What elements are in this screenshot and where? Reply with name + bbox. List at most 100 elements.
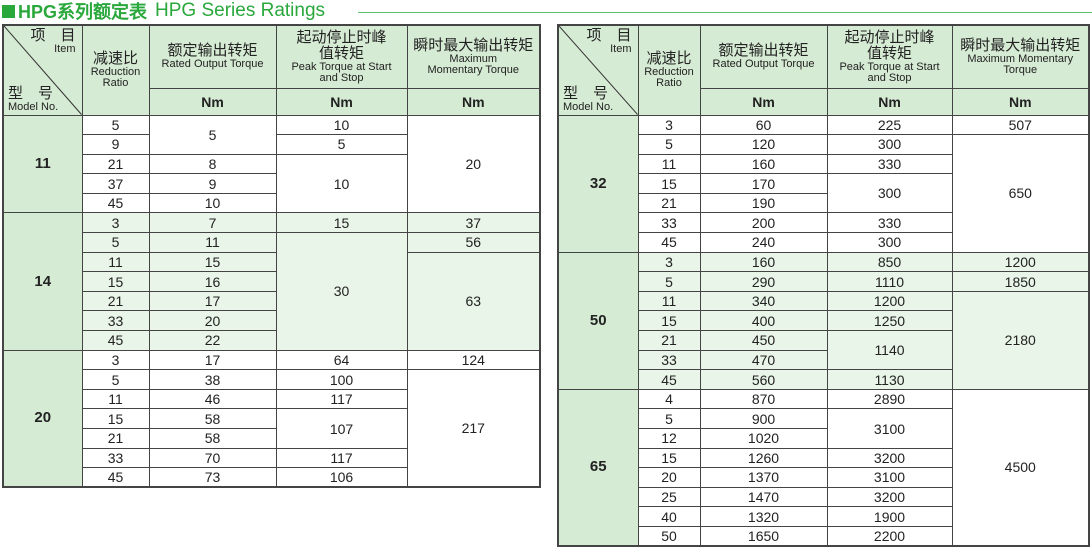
peak-torque-cell: 330 [826, 212, 953, 234]
rated-torque-cell: 560 [699, 369, 828, 390]
ratio-cell: 11 [637, 290, 701, 312]
rated-torque-cell: 15 [148, 251, 277, 273]
table-row: 15 1260 3200 [558, 447, 1089, 469]
ratings-table-1: 项 目 Item 型 号 Model No. 减速比 Reduction Ratio … [2, 24, 541, 489]
table-row: 11 160 330 [558, 153, 1089, 175]
table-row: 15 400 1250 [558, 310, 1089, 332]
peak-torque-cell: 1130 [826, 369, 953, 390]
title-en: HPG Series Ratings [155, 0, 326, 21]
table-row: 37 9 [3, 173, 540, 194]
ratio-cell: 45 [81, 192, 150, 214]
peak-torque-cell: 117 [275, 388, 408, 410]
rated-unit: Nm [699, 87, 828, 116]
ratio-cell: 33 [637, 212, 701, 234]
rated-torque-cell: 60 [699, 114, 828, 136]
table-row: 65 4 870 2890 4500 [557, 388, 1090, 547]
model-cn: 型 号 [8, 84, 54, 102]
table-row: 5 38 100 217 [3, 369, 541, 488]
table-row: 20 3 17 64 124 [2, 349, 541, 488]
rated-torque-cell: 1020 [699, 428, 828, 449]
peak-torque-cell: 330 [826, 153, 953, 175]
rated-torque-cell: 470 [699, 349, 828, 371]
ratings-table-2: 项 目 Item 型 号 Model No. 减速比 Reduction Ratio … [557, 24, 1090, 547]
table-row: 21 17 [3, 290, 540, 312]
max-torque-cell: 1850 [951, 271, 1090, 292]
table-row: 15 170 300 [558, 173, 1089, 214]
table-row: 20 1370 3100 [558, 467, 1089, 488]
rated-torque-cell: 5 [148, 114, 277, 155]
rated-torque-cell: 10 [148, 192, 277, 214]
peak-torque-cell: 100 [275, 369, 408, 390]
ratio-cell: 37 [81, 173, 150, 194]
rated-torque-cell: 9 [148, 173, 277, 194]
table-row: 21 450 1140 [558, 330, 1089, 371]
peak-torque-cell: 850 [826, 251, 953, 273]
ratio-cell: 21 [637, 192, 701, 214]
table-row: 11 5 5 10 20 [2, 114, 541, 214]
table-row: 11 340 1200 2180 [558, 290, 1090, 390]
rated-torque-cell: 190 [699, 192, 828, 214]
title-cn: HPG系列额定表 [18, 2, 148, 22]
item-en: Item [610, 43, 632, 55]
item-model-header: 项 目 Item 型 号 Model No. [557, 24, 639, 116]
model-cell: 11 [2, 114, 83, 214]
diagonal-line [559, 26, 638, 115]
ratio-cell: 15 [637, 447, 701, 469]
ratio-cell: 33 [637, 349, 701, 371]
model-cn: 型 号 [563, 84, 609, 102]
peak-torque-cell: 117 [275, 447, 408, 469]
ratio-cell: 12 [637, 428, 701, 449]
max-unit: Nm [951, 87, 1090, 116]
rated-torque-cell: 870 [699, 388, 828, 410]
rated-torque-cell: 160 [699, 251, 828, 273]
rated-torque-cell: 38 [148, 369, 277, 390]
max-torque-cell: 4500 [951, 388, 1090, 547]
max-torque-cell: 20 [406, 114, 541, 214]
rated-header: 额定输出转矩 Rated Output Torque [699, 24, 828, 89]
rated-torque-cell: 200 [699, 212, 828, 234]
ratio-cell: 45 [637, 232, 701, 253]
rated-torque-cell: 46 [148, 388, 277, 410]
ratio-cell: 3 [81, 349, 150, 371]
table-row: 5 290 1110 1850 [558, 271, 1090, 292]
ratio-cell: 50 [637, 525, 701, 547]
peak-torque-cell: 1200 [826, 290, 953, 312]
max-torque-cell: 507 [951, 114, 1090, 136]
ratio-cell: 5 [81, 114, 150, 136]
rated-torque-cell: 400 [699, 310, 828, 332]
ratio-cell: 15 [81, 408, 150, 429]
max-header: 瞬时最大输出转矩 Maximum Momentary Torque [951, 24, 1090, 89]
ratio-cell: 15 [637, 310, 701, 332]
peak-torque-cell: 1900 [826, 506, 953, 527]
table-row: 12 1020 [558, 428, 1089, 449]
max-torque-cell: 63 [406, 251, 541, 351]
ratio-cell: 15 [637, 173, 701, 194]
rated-torque-cell: 120 [699, 134, 828, 155]
rated-torque-cell: 73 [148, 467, 277, 488]
ratio-cell: 21 [81, 428, 150, 449]
table-row: 45 22 [3, 330, 540, 351]
rated-unit: Nm [148, 87, 277, 116]
rated-torque-cell: 1650 [699, 525, 828, 547]
ratio-cell: 25 [637, 486, 701, 508]
section-title: HPG系列额定表 HPG Series Ratings [2, 0, 326, 22]
table-row: 50 3 160 850 1200 [557, 251, 1090, 390]
ratio-cell: 5 [637, 134, 701, 155]
peak-torque-cell: 64 [275, 349, 408, 371]
peak-torque-cell: 300 [826, 134, 953, 155]
table-row: 21 58 [3, 428, 540, 449]
max-torque-cell: 37 [406, 212, 541, 234]
max-torque-cell: 1200 [951, 251, 1090, 273]
table-row: 45 73 106 [3, 467, 540, 488]
ratio-cell: 11 [81, 388, 150, 410]
ratio-cell: 33 [81, 447, 150, 469]
ratio-cell: 3 [637, 114, 701, 136]
table-row: 15 16 [3, 271, 540, 292]
ratio-cell: 45 [81, 330, 150, 351]
ratio-cell: 45 [81, 467, 150, 488]
max-unit: Nm [406, 87, 541, 116]
ratio-cell: 21 [81, 290, 150, 312]
peak-torque-cell: 107 [275, 408, 408, 449]
ratio-header: 减速比 Reduction Ratio [637, 24, 701, 116]
rated-torque-cell: 22 [148, 330, 277, 351]
